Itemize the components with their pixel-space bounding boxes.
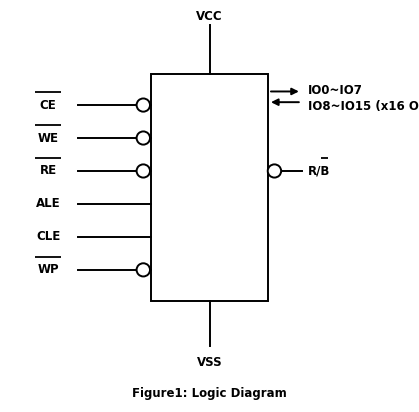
Text: CLE: CLE [36, 230, 60, 243]
Circle shape [268, 164, 281, 178]
Text: IO0~IO7: IO0~IO7 [308, 84, 363, 97]
Bar [151, 74, 268, 301]
Text: ALE: ALE [36, 197, 60, 211]
Text: RE: RE [40, 164, 57, 178]
Text: WE: WE [38, 131, 59, 145]
Text: R/B: R/B [308, 164, 330, 178]
Text: Figure1: Logic Diagram: Figure1: Logic Diagram [132, 387, 287, 400]
Text: IO8~IO15 (x16 Only): IO8~IO15 (x16 Only) [308, 100, 419, 113]
Circle shape [137, 164, 150, 178]
Circle shape [137, 263, 150, 276]
Text: VSS: VSS [197, 356, 222, 369]
Text: WP: WP [37, 263, 59, 276]
Text: CE: CE [40, 98, 57, 112]
Circle shape [137, 131, 150, 145]
Circle shape [137, 98, 150, 112]
Text: VCC: VCC [196, 10, 223, 23]
